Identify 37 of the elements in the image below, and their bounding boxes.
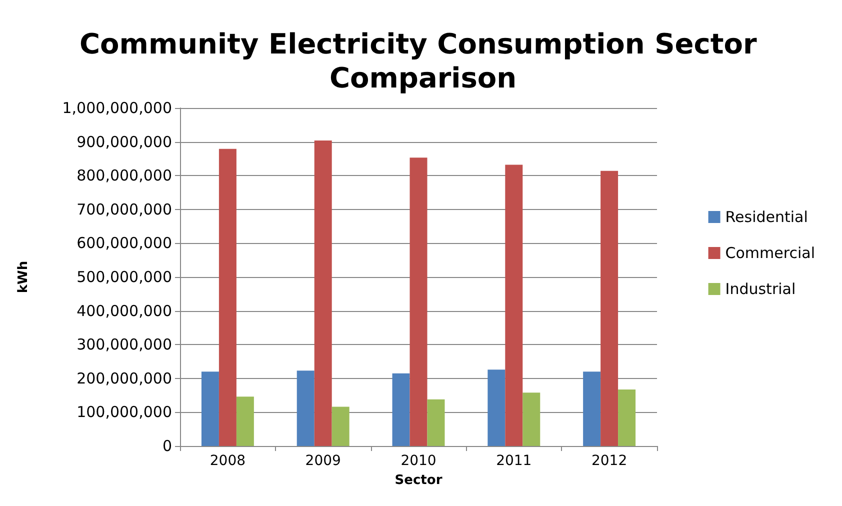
bar	[618, 390, 636, 446]
y-tick-label: 500,000,000	[76, 268, 172, 286]
y-tick-label: 0	[162, 437, 172, 455]
x-tick-label: 2010	[400, 453, 436, 469]
y-tick-label: 1,000,000,000	[62, 99, 172, 117]
bar	[505, 164, 523, 446]
bar	[296, 370, 314, 446]
x-axis-title: Sector	[394, 473, 443, 488]
bar	[392, 373, 410, 446]
x-tick-label: 2009	[305, 453, 341, 469]
legend-label: Industrial	[725, 280, 796, 298]
y-tick-label: 300,000,000	[76, 336, 172, 354]
bar	[522, 392, 540, 446]
x-tick-label: 2012	[591, 453, 628, 469]
bar	[600, 170, 618, 446]
bar	[583, 372, 601, 446]
y-tick-label: 100,000,000	[76, 403, 172, 422]
bar	[201, 372, 219, 446]
y-tick-label: 700,000,000	[76, 200, 172, 218]
bar	[410, 158, 428, 446]
bar	[332, 406, 350, 446]
bar	[488, 370, 506, 446]
y-axis-title: kWh	[16, 260, 31, 294]
bar	[314, 140, 332, 446]
x-tick-label: 2011	[496, 453, 532, 469]
chart-title: Community Electricity Consumption Sector Comparison	[79, 28, 767, 94]
legend-label: Commercial	[725, 244, 816, 262]
y-tick-label: 800,000,000	[76, 166, 172, 185]
x-tick-label: 2008	[210, 453, 246, 469]
y-tick-label: 600,000,000	[76, 234, 172, 252]
bar	[427, 399, 445, 446]
bar	[236, 396, 254, 446]
legend-label: Residential	[725, 208, 808, 226]
y-tick-label: 400,000,000	[76, 302, 172, 320]
bar	[218, 148, 236, 446]
y-tick-label: 200,000,000	[76, 369, 172, 388]
y-tick-label: 900,000,000	[76, 132, 172, 151]
